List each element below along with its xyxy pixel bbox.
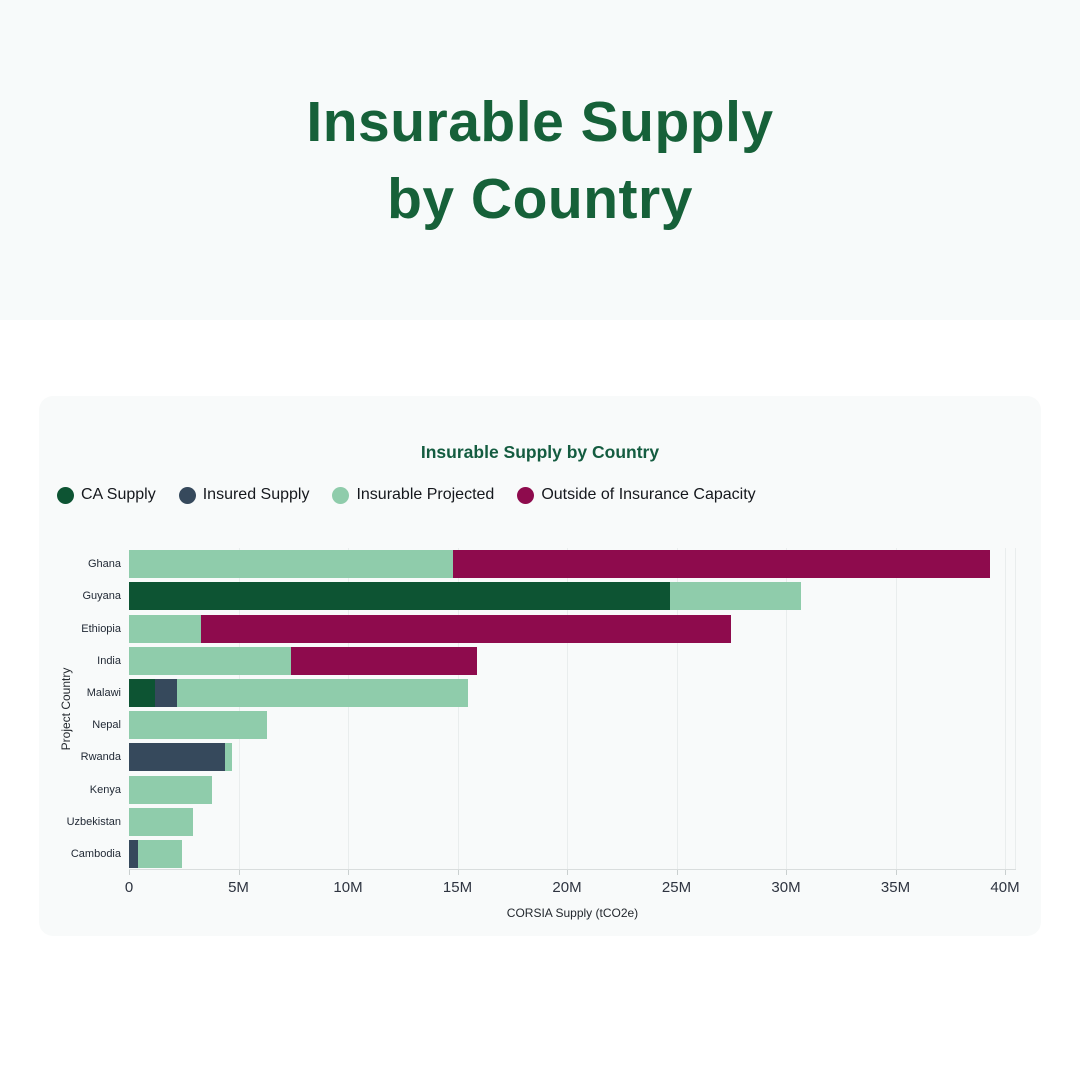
country-label: Kenya [89, 783, 121, 796]
bar-segment [129, 839, 138, 868]
legend-item: CA Supply [57, 486, 156, 504]
x-axis-title: CORSIA Supply (tCO2e) [506, 906, 639, 920]
bar-segment [670, 582, 802, 611]
legend-dot-icon [178, 486, 196, 504]
x-tick-label: 40M [990, 879, 1020, 896]
legend-dot-icon [517, 486, 535, 504]
legend-item: Insured Supply [178, 486, 310, 504]
x-tick-label: 20M [552, 879, 582, 896]
legend-label: CA Supply [81, 486, 156, 503]
bar-segment [129, 582, 670, 611]
country-label: India [97, 654, 121, 667]
chart-title: Insurable Supply by Country [420, 442, 660, 462]
gridline [786, 548, 787, 869]
plot-right-edge [1015, 548, 1016, 869]
bar-segment [225, 743, 232, 772]
legend-dot-icon [332, 486, 350, 504]
bar-segment [129, 711, 267, 740]
bar-segment [291, 646, 478, 675]
bar-segment [137, 839, 182, 868]
legend-label: Insured Supply [202, 486, 310, 503]
gridline [1005, 548, 1006, 869]
country-label: Guyana [82, 590, 121, 603]
gridline [895, 548, 897, 869]
legend-item: Insurable Projected [332, 486, 494, 504]
x-tick-mark [567, 870, 568, 875]
bar-segment [129, 743, 226, 772]
country-label: Cambodia [70, 847, 121, 860]
country-label: Ghana [87, 558, 121, 571]
bar-segment [129, 646, 292, 675]
gridline [676, 548, 678, 869]
page-title-line1: Insurable Supply [306, 90, 774, 154]
country-label: Rwanda [80, 751, 121, 764]
gridline [238, 548, 240, 869]
country-label: Uzbekistan [66, 815, 121, 828]
x-tick-mark [238, 870, 240, 875]
chart-card: Insurable Supply by Country CA Supply Ins… [39, 396, 1041, 936]
x-tick-mark [457, 870, 459, 875]
gridline [457, 548, 459, 869]
x-tick-mark [895, 870, 897, 875]
gridline [348, 548, 349, 869]
bar-segment [453, 550, 990, 579]
bar-segment [129, 807, 193, 836]
x-tick-label: 15M [442, 879, 473, 896]
legend-dot-icon [57, 486, 74, 504]
legend-label: Insurable Projected [356, 486, 495, 503]
country-label: Ethiopia [81, 622, 121, 635]
page-title-line2: by Country [387, 167, 693, 231]
bar-segment [129, 550, 454, 579]
gridline [567, 548, 568, 869]
x-tick-mark [129, 870, 130, 875]
legend-item: Outside of Insurance Capacity [517, 486, 756, 504]
hero-section: Insurable Supply by Country [0, 0, 1080, 320]
bar-segment [129, 614, 202, 643]
x-tick-label: 25M [661, 879, 692, 896]
x-tick-mark [786, 870, 787, 875]
country-label: Malawi [86, 686, 121, 699]
x-tick-label: 5M [228, 879, 249, 896]
bar-segment [129, 678, 156, 707]
page-title: Insurable Supply by Country [0, 84, 1080, 238]
x-tick-label: 10M [333, 879, 363, 896]
plot-area [129, 548, 1016, 875]
bar-segment [201, 614, 732, 643]
x-tick-mark [348, 870, 349, 875]
bar-segment [177, 678, 469, 707]
x-tick-mark [1005, 870, 1006, 875]
x-tick-mark [676, 870, 678, 875]
x-tick-label: 30M [771, 879, 801, 896]
y-axis-title: Project Country [59, 667, 73, 751]
x-tick-label: 0 [124, 879, 134, 896]
bar-segment [155, 678, 178, 707]
x-tick-label: 35M [880, 879, 911, 896]
country-label: Nepal [92, 719, 121, 732]
chart-legend: CA Supply Insured Supply Insurable Project… [57, 484, 756, 506]
bar-segment [129, 775, 213, 804]
legend-label: Outside of Insurance Capacity [541, 486, 756, 503]
